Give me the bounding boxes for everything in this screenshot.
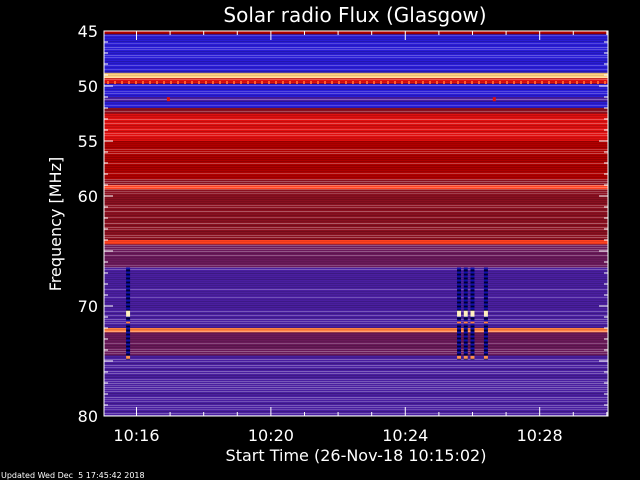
spectrum-band-7 (104, 108, 608, 114)
interference-spot-1 (492, 97, 496, 102)
spectrum-band-8 (104, 113, 608, 119)
y-tick-label: 55 (78, 132, 98, 151)
y-tick-label: 70 (78, 297, 98, 316)
spectrum-band-12 (104, 185, 608, 190)
periodic-interference-dots (107, 81, 606, 85)
spectrum-band-2 (104, 72, 608, 79)
spectrum-band-10 (104, 141, 608, 180)
y-tick-label: 60 (78, 187, 98, 206)
y-tick-label: 50 (78, 77, 98, 96)
x-tick-label: 10:24 (382, 426, 428, 445)
plot-frame (103, 30, 609, 417)
updated-timestamp: Updated Wed Dec 5 17:45:42 2018 (1, 471, 145, 480)
spectrum-band-4 (104, 83, 608, 97)
x-axis: 10:16 10:20 10:24 10:28 (113, 31, 608, 445)
spectrum-band-18 (104, 332, 608, 356)
burst-column-3 (470, 267, 475, 360)
spectrum-band-6 (104, 101, 608, 108)
burst-column-2 (463, 267, 468, 360)
x-axis-label: Start Time (26-Nov-18 10:15:02) (226, 446, 487, 465)
x-tick-label: 10:20 (248, 426, 294, 445)
spectrum-band-3 (104, 78, 608, 84)
spectrum-band-19 (104, 355, 608, 416)
burst-column-4 (483, 267, 488, 360)
spectrum-band-11 (104, 179, 608, 185)
burst-column-1 (457, 267, 462, 360)
burst-column-0 (126, 267, 131, 360)
striation-texture (104, 33, 608, 416)
y-axis-label: Frequency [MHz] (46, 157, 65, 291)
interference-spot-0 (166, 97, 170, 102)
spectrum-band-9 (104, 119, 608, 141)
y-tick-label: 45 (78, 22, 98, 41)
spectrum-band-5 (104, 97, 608, 102)
spectrum-band-0 (104, 31, 608, 35)
spectrum-band-17 (104, 328, 608, 333)
spectrogram-plot-area (104, 31, 608, 416)
spectrum-band-13 (104, 189, 608, 240)
spectrum-band-15 (104, 244, 608, 268)
spectrum-band-14 (104, 240, 608, 245)
spectrum-band-1 (104, 34, 608, 73)
spectrum-band-16 (104, 267, 608, 328)
y-tick-label: 80 (78, 407, 98, 426)
chart-title: Solar radio Flux (Glasgow) (223, 3, 486, 27)
y-axis: 45 50 55 60 70 80 (78, 22, 608, 426)
x-tick-label: 10:16 (113, 426, 159, 445)
x-tick-label: 10:28 (517, 426, 563, 445)
